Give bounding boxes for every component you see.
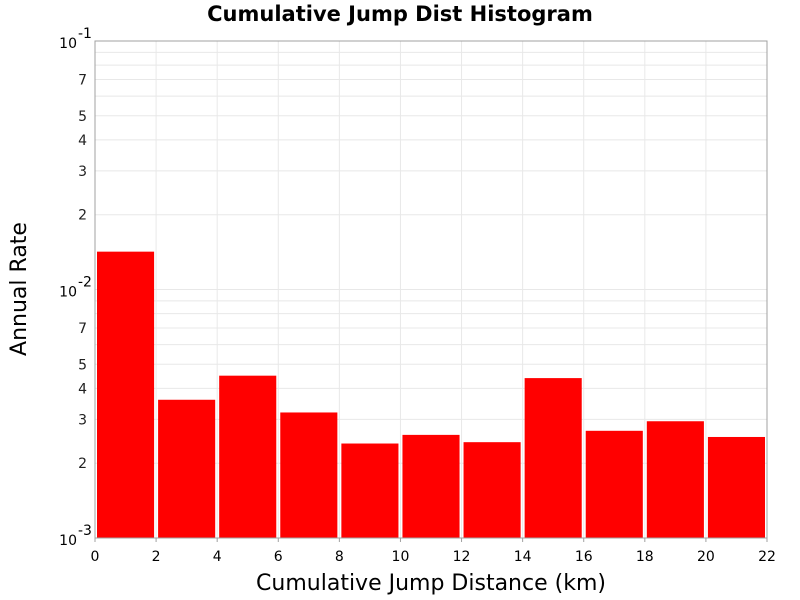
y-tick-label-major: 10 [59,285,77,301]
x-tick-label: 16 [575,549,593,565]
x-tick-label: 20 [697,549,715,565]
x-tick-label: 2 [152,549,161,565]
histogram-bar [219,375,277,538]
y-tick-label-minor: 2 [78,456,87,472]
y-tick-label-minor: 7 [78,72,87,88]
chart-title: Cumulative Jump Dist Histogram [207,2,593,26]
histogram-bar [341,443,399,538]
histogram-bars [97,251,765,538]
y-tick-label-minor: 2 [78,208,87,224]
x-tick-label: 4 [213,549,222,565]
histogram-bar [97,251,155,538]
x-tick-label: 6 [274,549,283,565]
x-tick-label: 14 [514,549,532,565]
histogram-bar [707,436,765,538]
histogram-bar [463,442,521,538]
y-axis-title: Annual Rate [7,222,32,356]
histogram-bar [585,430,643,538]
x-tick-label: 10 [392,549,410,565]
y-tick-label-major: 10 [59,36,77,52]
histogram-bar [402,434,460,538]
y-tick-label-exponent: -3 [78,523,92,539]
x-axis-ticks: 0 2 4 6 8 10 12 14 16 18 20 22 [91,538,776,565]
x-tick-label: 0 [91,549,100,565]
y-tick-label-exponent: -2 [78,275,92,291]
y-tick-label-major: 10 [59,533,77,549]
histogram-bar [158,399,216,538]
plot-frame [94,40,768,539]
histogram-bar [646,421,704,538]
x-axis-title: Cumulative Jump Distance (km) [256,571,606,596]
grid-lines [95,41,767,538]
y-tick-label-minor: 5 [78,109,87,125]
y-tick-label-minor: 4 [78,381,87,397]
histogram-bar [280,412,338,538]
y-tick-label-exponent: -1 [78,26,92,42]
histogram-bar [524,378,582,538]
x-tick-label: 8 [335,549,344,565]
y-tick-label-minor: 4 [78,133,87,149]
y-tick-label-minor: 3 [78,412,87,428]
y-tick-label-minor: 3 [78,164,87,180]
x-tick-label: 18 [636,549,654,565]
y-tick-label-minor: 7 [78,321,87,337]
x-tick-label: 12 [453,549,471,565]
y-tick-label-minor: 5 [78,357,87,373]
x-tick-label: 22 [758,549,776,565]
